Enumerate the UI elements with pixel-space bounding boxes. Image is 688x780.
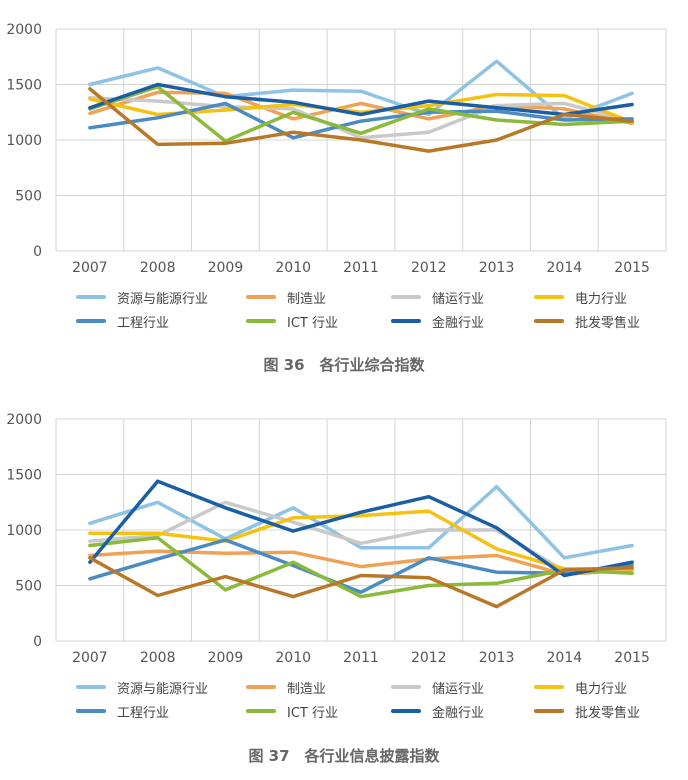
- series-line: [88, 484, 634, 560]
- legend-swatch: [534, 295, 564, 299]
- chart-legend: 资源与能源行业 制造业 储运行业 电力行业工程行业 ICT 行业 金融行业 批发零售业: [76, 287, 676, 337]
- y-tick-label: 500: [15, 189, 42, 205]
- chart-composite-index: 0 500 1000 1500 2000 2007 2008 2009 2010 2011 2012…: [6, 22, 667, 276]
- legend-label: 储运行业: [432, 681, 485, 697]
- series-line: [88, 82, 634, 117]
- legend-swatch: [534, 319, 564, 323]
- legend-swatch: [534, 685, 564, 689]
- x-tick-label: 2007: [72, 650, 108, 666]
- series-line: [88, 500, 634, 573]
- legend-item: 制造业: [246, 287, 326, 307]
- x-tick-label: 2014: [547, 650, 583, 666]
- chart-panel-composite-index: 0 500 1000 1500 2000 2007 2008 2009 2010 2011 2012…: [0, 0, 688, 385]
- x-tick-label: 2011: [343, 650, 379, 666]
- legend-item: ICT 行业: [246, 311, 338, 331]
- legend-swatch: [76, 319, 106, 323]
- legend-swatch: [76, 709, 106, 713]
- legend-label: 电力行业: [575, 291, 628, 307]
- legend-label: ICT 行业: [287, 315, 338, 331]
- x-tick-label: 2012: [411, 650, 447, 666]
- x-tick-label: 2011: [343, 260, 379, 276]
- legend-swatch: [391, 319, 421, 323]
- legend-swatch: [246, 295, 276, 299]
- legend-label: 资源与能源行业: [117, 291, 209, 307]
- series-line: [88, 59, 634, 121]
- x-tick-label: 2014: [547, 260, 583, 276]
- legend-label: 储运行业: [432, 291, 485, 307]
- chart-legend: 资源与能源行业 制造业 储运行业 电力行业工程行业 ICT 行业 金融行业 批发零售业: [76, 677, 676, 727]
- series-line: [88, 479, 634, 578]
- legend-label: 批发零售业: [575, 705, 641, 721]
- chart-caption: 图 36 各行业综合指数: [263, 356, 425, 374]
- series-line: [88, 556, 634, 609]
- legend-item: 批发零售业: [534, 311, 640, 331]
- legend-label: 资源与能源行业: [117, 681, 209, 697]
- x-tick-label: 2015: [614, 260, 650, 276]
- x-tick-label: 2010: [275, 650, 311, 666]
- legend-label: ICT 行业: [287, 705, 338, 721]
- legend-item: 工程行业: [76, 701, 169, 721]
- x-tick-label: 2015: [614, 650, 650, 666]
- y-tick-label: 0: [33, 634, 42, 650]
- legend-swatch: [76, 685, 106, 689]
- x-tick-label: 2010: [275, 260, 311, 276]
- legend-item: 资源与能源行业: [76, 287, 208, 307]
- y-tick-label: 0: [33, 244, 42, 260]
- legend-item: 资源与能源行业: [76, 677, 208, 697]
- x-tick-label: 2008: [140, 650, 176, 666]
- y-tick-label: 1000: [6, 133, 42, 149]
- legend-label: 金融行业: [432, 315, 485, 331]
- x-tick-label: 2007: [72, 260, 108, 276]
- series-line: [88, 509, 634, 571]
- legend-swatch: [534, 709, 564, 713]
- chart-panel-disclosure-index: 0 500 1000 1500 2000 2007 2008 2009 2010 2011 2012…: [0, 390, 688, 780]
- series-line: [88, 87, 634, 153]
- legend-swatch: [76, 295, 106, 299]
- legend-label: 制造业: [287, 681, 327, 697]
- legend-swatch: [246, 709, 276, 713]
- legend-item: 储运行业: [391, 287, 484, 307]
- series-line: [88, 536, 634, 599]
- series-line: [88, 101, 634, 140]
- y-tick-label: 500: [15, 579, 42, 595]
- legend-label: 制造业: [287, 291, 327, 307]
- legend-item: 电力行业: [534, 287, 627, 307]
- legend-item: 金融行业: [391, 311, 484, 331]
- legend-label: 批发零售业: [575, 315, 641, 331]
- chart-disclosure-index: 0 500 1000 1500 2000 2007 2008 2009 2010 2011 2012…: [6, 412, 667, 666]
- y-tick-label: 2000: [6, 412, 42, 428]
- legend-item: 制造业: [246, 677, 326, 697]
- x-tick-label: 2009: [208, 260, 244, 276]
- y-tick-label: 1000: [6, 523, 42, 539]
- legend-swatch: [391, 709, 421, 713]
- legend-label: 金融行业: [432, 705, 485, 721]
- series-line: [88, 90, 634, 126]
- y-tick-label: 1500: [6, 468, 42, 484]
- legend-swatch: [246, 319, 276, 323]
- legend-label: 工程行业: [117, 315, 170, 331]
- legend-swatch: [391, 685, 421, 689]
- x-tick-label: 2008: [140, 260, 176, 276]
- legend-item: 批发零售业: [534, 701, 640, 721]
- legend-item: 电力行业: [534, 677, 627, 697]
- legend-swatch: [246, 685, 276, 689]
- x-tick-label: 2013: [479, 650, 515, 666]
- y-tick-label: 1500: [6, 78, 42, 94]
- y-tick-label: 2000: [6, 22, 42, 38]
- legend-label: 工程行业: [117, 705, 170, 721]
- x-tick-label: 2009: [208, 650, 244, 666]
- legend-item: 工程行业: [76, 311, 169, 331]
- legend-swatch: [391, 295, 421, 299]
- x-tick-label: 2012: [411, 260, 447, 276]
- x-tick-label: 2013: [479, 260, 515, 276]
- legend-label: 电力行业: [575, 681, 628, 697]
- legend-item: 金融行业: [391, 701, 484, 721]
- legend-item: 储运行业: [391, 677, 484, 697]
- chart-caption: 图 37 各行业信息披露指数: [248, 747, 440, 765]
- legend-item: ICT 行业: [246, 701, 338, 721]
